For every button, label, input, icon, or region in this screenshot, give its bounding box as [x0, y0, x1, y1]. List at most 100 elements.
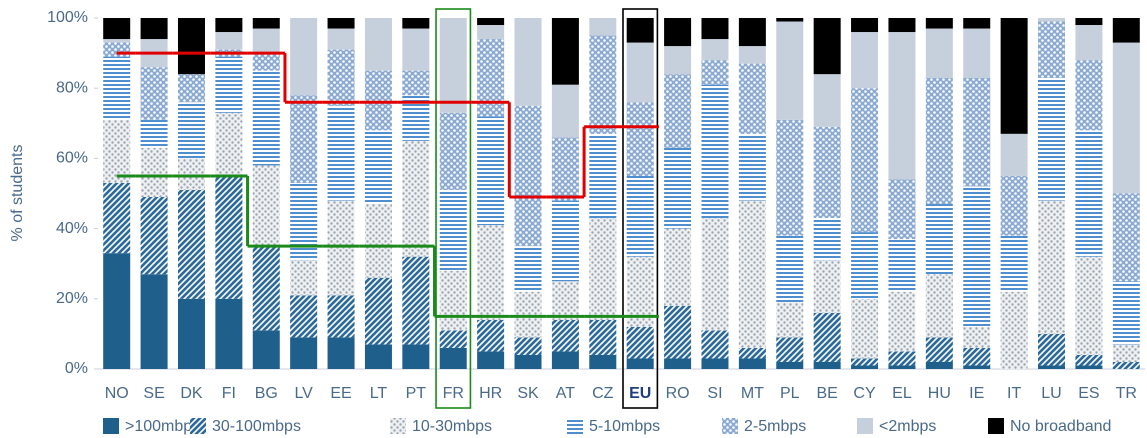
bar-segment [851, 88, 879, 233]
bar-segment [551, 84, 579, 138]
bar-segment [1038, 365, 1066, 369]
bar-segment [963, 347, 991, 366]
bar-segment [888, 365, 916, 369]
bar-segment [364, 18, 392, 71]
highlight-box [435, 8, 472, 409]
bar-segment [1075, 365, 1103, 369]
bar-segment [439, 112, 467, 190]
bar-segment [402, 256, 430, 345]
bar-segment [776, 337, 804, 362]
bar-segment [327, 105, 355, 201]
bar-segment [215, 32, 243, 50]
bar-segment [477, 351, 505, 369]
bar-segment [290, 295, 318, 338]
bar-segment [925, 274, 953, 338]
x-tick-label: LT [370, 385, 388, 402]
x-tick-label: IT [1007, 385, 1021, 402]
bar-segment [551, 137, 579, 201]
legend-swatch [103, 418, 119, 434]
bar-segment [327, 18, 355, 29]
x-tick-label: SE [143, 385, 164, 402]
bar-segment [364, 204, 392, 278]
bar-segment [252, 18, 280, 29]
bar-segment [290, 182, 318, 261]
y-tick-label: 60% [56, 150, 88, 167]
x-tick-label: EU [629, 385, 651, 402]
bar-segment [477, 25, 505, 40]
bar-segment [626, 18, 654, 43]
bar-segment [738, 133, 766, 201]
bar-segment [1112, 361, 1140, 369]
y-tick-label: 80% [56, 79, 88, 96]
bar-segment [215, 298, 243, 369]
bar-segment [738, 347, 766, 359]
bar-segment [439, 270, 467, 331]
bar-segment [925, 18, 953, 29]
bar-segment [776, 235, 804, 303]
bar-segment [813, 312, 841, 362]
bar-segment [1000, 133, 1028, 176]
x-tick-label: AT [556, 385, 575, 402]
bar-segment [364, 344, 392, 369]
bar-segment [925, 204, 953, 275]
bar-segment [140, 274, 168, 369]
bar-segment [551, 319, 579, 352]
bar-segment [290, 95, 318, 183]
bar-segment [701, 84, 729, 219]
bar-segment [701, 330, 729, 359]
x-tick-label: CZ [592, 385, 614, 402]
bar-segment [215, 56, 243, 113]
bar-segment [963, 365, 991, 369]
bar-segment [215, 175, 243, 299]
y-tick-label: 40% [56, 220, 88, 237]
x-tick-label: CY [853, 385, 876, 402]
bar-segment [1112, 42, 1140, 194]
x-tick-label: BE [816, 385, 837, 402]
bar-segment [103, 56, 131, 120]
bar-segment [177, 189, 205, 299]
bar-segment [1000, 291, 1028, 369]
x-tick-label: FR [443, 385, 464, 402]
bar-segment [776, 119, 804, 236]
bar-segment [1112, 281, 1140, 345]
bar-segment [776, 21, 804, 120]
bar-segment [402, 140, 430, 257]
bar-segment [888, 18, 916, 33]
bar-segment [364, 277, 392, 345]
legend-label: 10-30mbps [412, 418, 492, 435]
bar-segment [1038, 200, 1066, 334]
bar-segment [514, 18, 542, 106]
bar-segment [477, 116, 505, 226]
y-tick-label: 100% [47, 9, 88, 26]
bar-segment [925, 77, 953, 205]
y-tick-label: 0% [65, 360, 88, 377]
bar-segment [1000, 235, 1028, 292]
bar-segment [477, 319, 505, 352]
bar-segment [738, 46, 766, 64]
bar-segment [514, 291, 542, 338]
bar-segment [477, 18, 505, 26]
bar-segment [813, 126, 841, 219]
bar-segment [851, 32, 879, 89]
bar-segment [925, 361, 953, 369]
bar-segment [664, 358, 692, 369]
bar-segment [1038, 21, 1066, 78]
bar-segment [664, 74, 692, 148]
bar-segment [1075, 256, 1103, 355]
y-axis-label: % of students [9, 145, 26, 242]
bar-segment [1038, 77, 1066, 201]
bar-segment [738, 18, 766, 47]
x-tick-label: EL [892, 385, 912, 402]
bar-segment [888, 351, 916, 366]
bar-segment [1112, 193, 1140, 282]
bar-segment [1038, 18, 1066, 22]
bar-segment [103, 182, 131, 254]
bar-segment [626, 175, 654, 257]
bar-segment [701, 39, 729, 61]
bar-segment [327, 28, 355, 50]
bar-segment [252, 165, 280, 247]
bar-segment [551, 18, 579, 85]
bar-segment [1000, 18, 1028, 134]
bar-segment [589, 218, 617, 320]
bar-segment [252, 28, 280, 54]
